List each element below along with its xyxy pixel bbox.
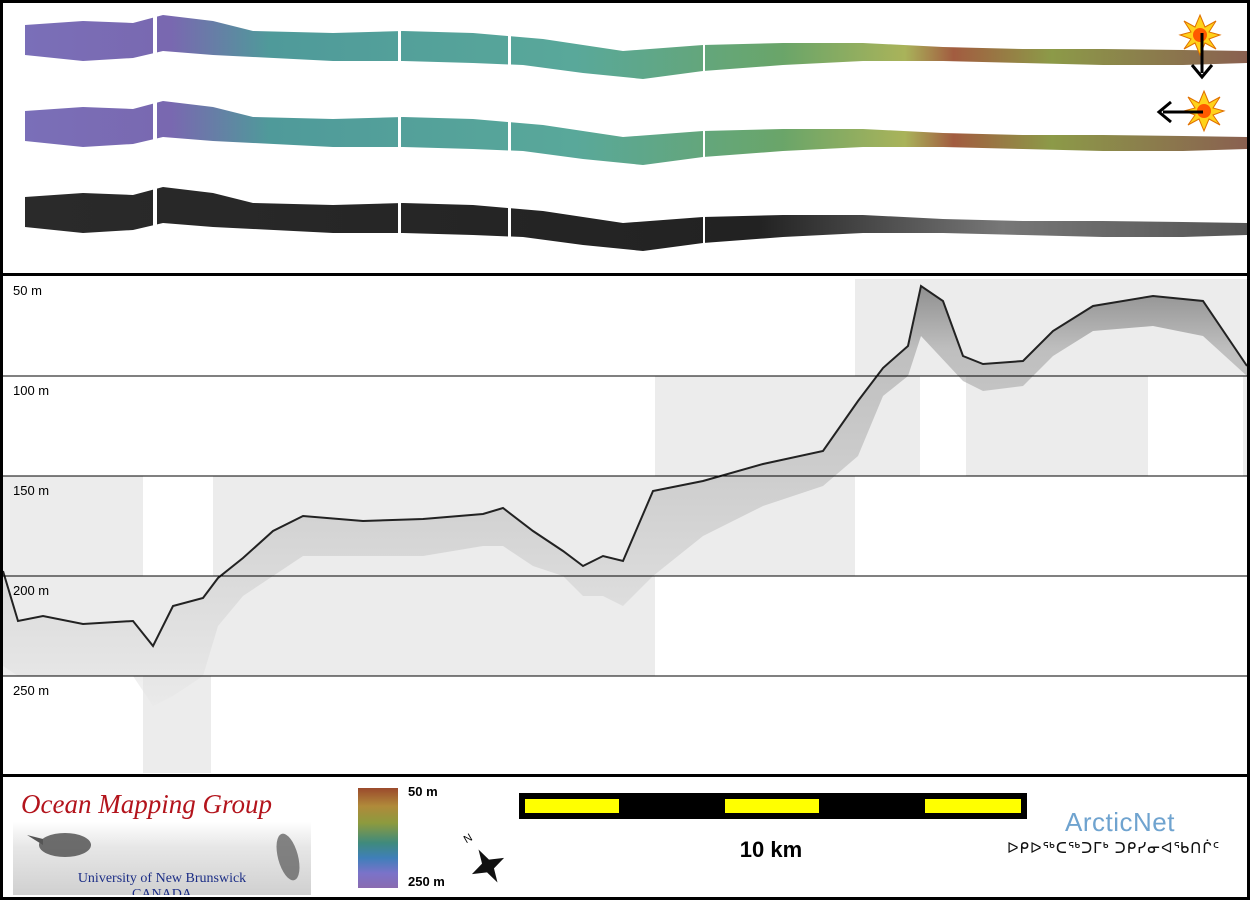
logo-title: Ocean Mapping Group <box>21 789 272 819</box>
data-gaps <box>153 13 705 263</box>
scale-bar-segment <box>725 799 819 813</box>
arcticnet-logo: ArcticNet <box>1065 807 1175 837</box>
bathymetry-strips <box>25 13 1247 263</box>
depth-label-100: 100 m <box>13 383 50 398</box>
logo-graphic <box>27 833 300 881</box>
profile-data-windows <box>3 279 1247 773</box>
sun-icon <box>1182 89 1226 133</box>
depth-label-200: 200 m <box>13 583 50 598</box>
relief-strip-sun-east <box>25 101 1247 165</box>
ocean-mapping-group-logo: Ocean Mapping Group University of New Br… <box>13 787 311 895</box>
logo-university: University of New Brunswick <box>77 871 247 886</box>
bathymetry-strips-panel <box>0 0 1250 276</box>
subbottom-profile <box>3 279 1247 773</box>
sun-icon <box>1178 13 1222 57</box>
arcticnet-syllabics: ᐅᑭᐅᖅᑕᖅᑐᒥᒃ ᑐᑭᓯᓂᐊᖃᑎᒌᑦ <box>1007 840 1221 857</box>
logo-country: CANADA <box>132 887 192 895</box>
depth-gridlines <box>3 375 1247 677</box>
relief-strip-sun-north <box>25 15 1247 79</box>
scale-bar <box>519 793 1027 819</box>
colorbar-bottom-label: 250 m <box>408 874 445 889</box>
legend-panel: Ocean Mapping Group University of New Br… <box>0 774 1250 900</box>
scale-bar-label: 10 km <box>739 837 803 862</box>
depth-label-150: 150 m <box>13 483 50 498</box>
seabed-sediment <box>3 286 1247 706</box>
arrow-down-icon <box>1190 33 1214 80</box>
compass-icon: N <box>462 832 505 883</box>
scale-bar-segment <box>525 799 619 813</box>
backscatter-strip <box>25 187 1247 251</box>
depth-colorbar <box>358 788 398 888</box>
colorbar-top-label: 50 m <box>408 784 438 799</box>
subbottom-profile-panel: 50 m 100 m 150 m 200 m 250 m <box>0 273 1250 777</box>
compass-label: N <box>462 832 475 846</box>
depth-label-50: 50 m <box>13 283 42 298</box>
arrow-left-icon <box>1156 100 1203 124</box>
scale-bar-segment <box>925 799 1021 813</box>
depth-label-250: 250 m <box>13 683 50 698</box>
seabed-reflector <box>3 284 1247 648</box>
